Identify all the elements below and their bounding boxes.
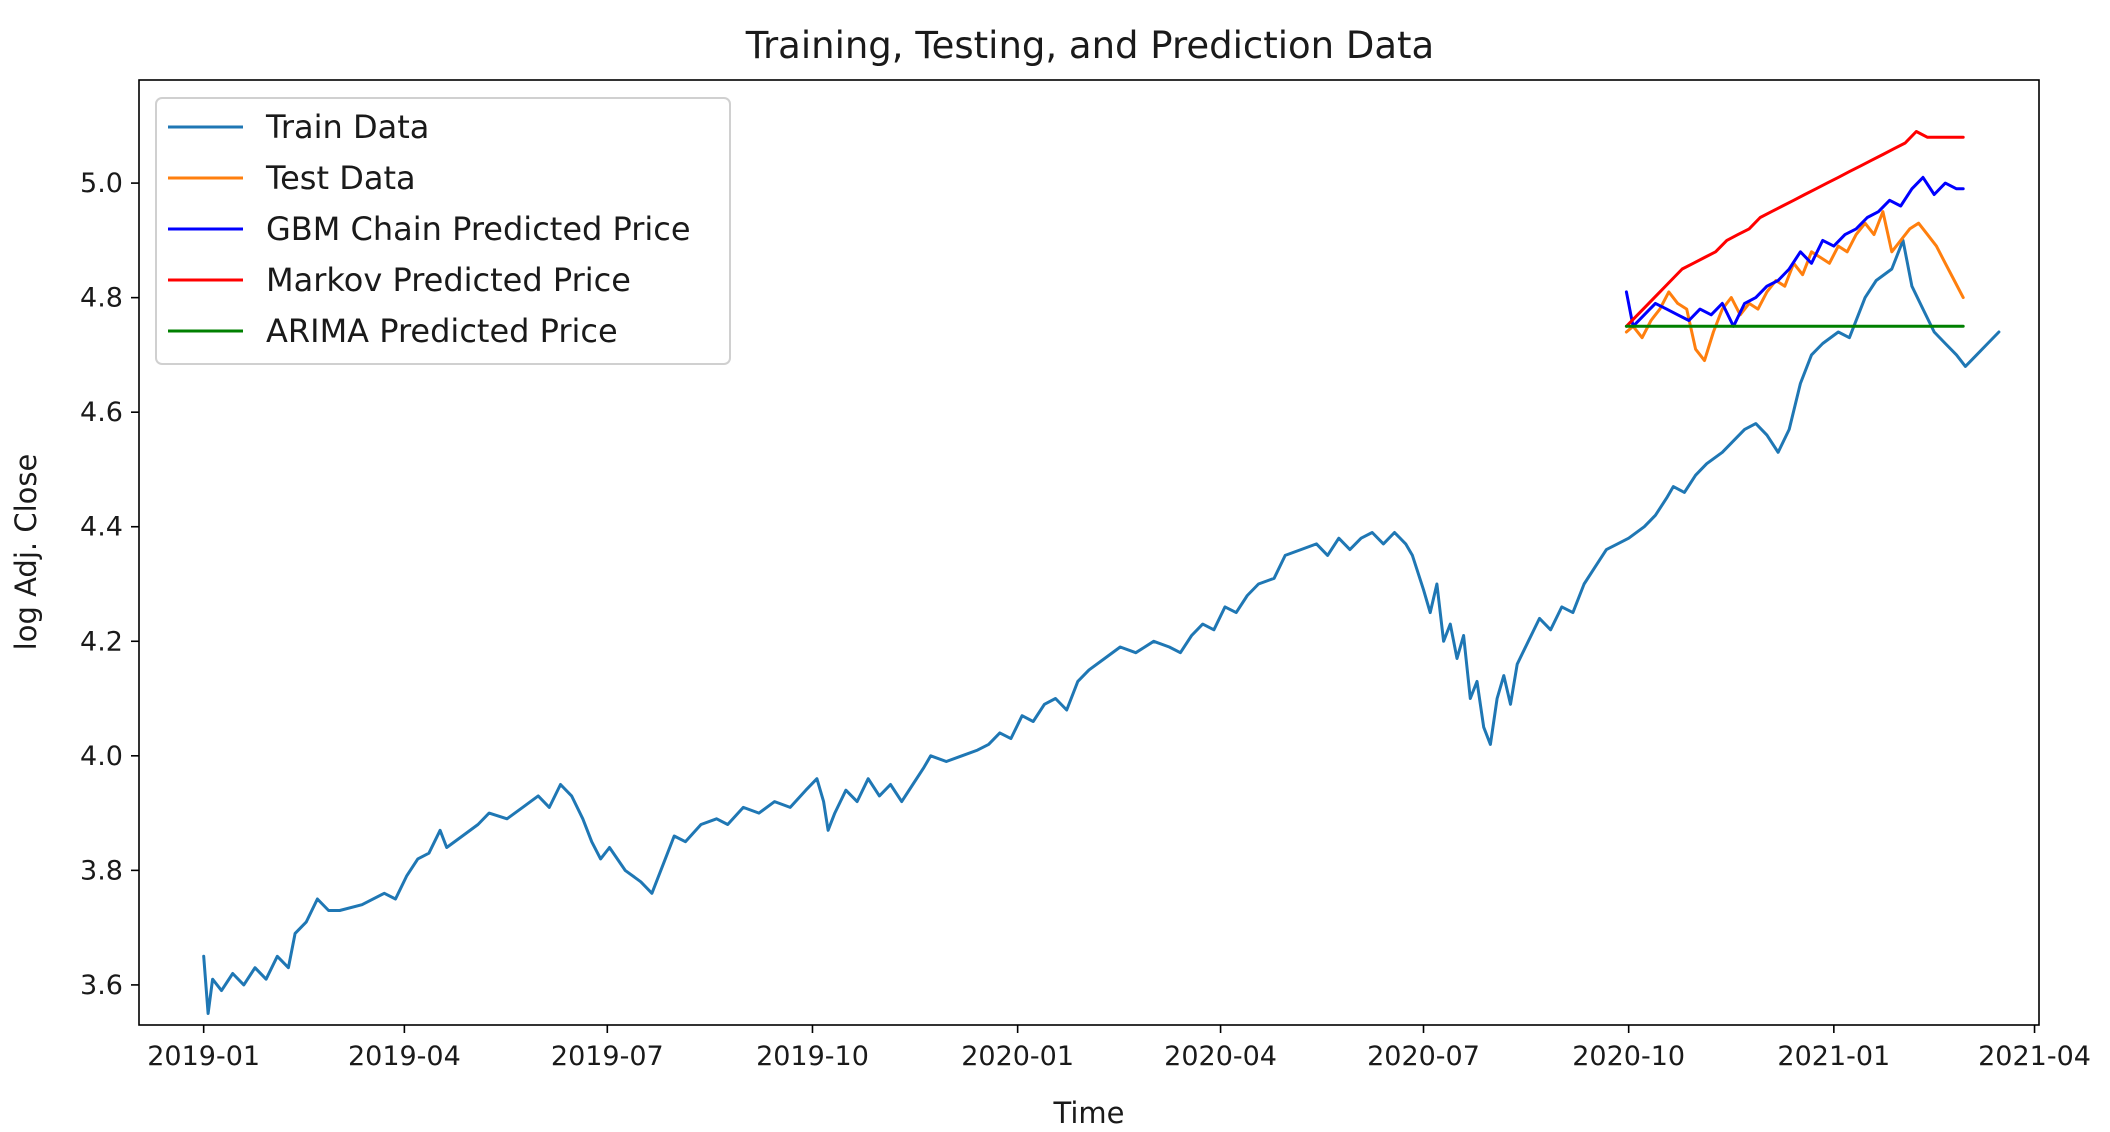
- series-layer: [202, 130, 2001, 1015]
- y-tick-label: 4.0: [80, 741, 123, 772]
- legend-label-train-data: Train Data: [265, 108, 429, 146]
- series-line-train-data: [202, 238, 2001, 1015]
- y-tick-label: 3.8: [80, 855, 123, 886]
- x-tick-label: 2020-01: [961, 1041, 1074, 1072]
- plot-area: 2019-01 2019-04 2019-07 2019-10 2020-01 2020-…: [80, 79, 2091, 1072]
- legend-label-markov-predicted-price: Markov Predicted Price: [266, 261, 631, 299]
- x-tick-label: 2020-07: [1367, 1041, 1480, 1072]
- y-tick-label: 4.2: [80, 626, 123, 657]
- x-tick-label: 2019-07: [551, 1041, 664, 1072]
- x-tick-label: 2020-10: [1572, 1041, 1685, 1072]
- y-tick-label: 3.6: [80, 970, 123, 1001]
- x-tick-label: 2019-04: [348, 1041, 461, 1072]
- legend-label-test-data: Test Data: [265, 159, 416, 197]
- x-tick-label: 2019-01: [147, 1041, 260, 1072]
- x-tick-label: 2021-01: [1777, 1041, 1890, 1072]
- series-line-gbm-chain-predicted-price: [1624, 175, 1965, 328]
- x-axis-label: Time: [1053, 1096, 1125, 1130]
- y-tick-label: 4.4: [80, 512, 123, 543]
- x-tick-label: 2019-10: [756, 1041, 869, 1072]
- x-tick-label: 2020-04: [1164, 1041, 1277, 1072]
- legend-label-gbm-chain-predicted-price: GBM Chain Predicted Price: [266, 210, 691, 248]
- series-line-markov-predicted-price: [1624, 130, 1965, 328]
- legend-box: [155, 97, 731, 365]
- chart-title: Training, Testing, and Prediction Data: [745, 24, 1434, 67]
- y-tick-label: 4.6: [80, 397, 123, 428]
- x-tick-label: 2021-04: [1978, 1041, 2091, 1072]
- y-tick-label: 5.0: [80, 168, 123, 199]
- plot-frame: [138, 79, 2040, 1026]
- legend-label-arima-predicted-price: ARIMA Predicted Price: [266, 312, 618, 350]
- x-axis-ticks: 2019-01 2019-04 2019-07 2019-10 2020-01 2020-…: [147, 1025, 2091, 1072]
- y-axis-label: log Adj. Close: [9, 454, 43, 651]
- y-axis-ticks: 3.6 3.8 4.0 4.2 4.4 4.6 4.8 5.0: [80, 168, 139, 1001]
- y-tick-label: 4.8: [80, 283, 123, 314]
- legend: Train Data Test Data GBM Chain Predicted…: [155, 97, 731, 365]
